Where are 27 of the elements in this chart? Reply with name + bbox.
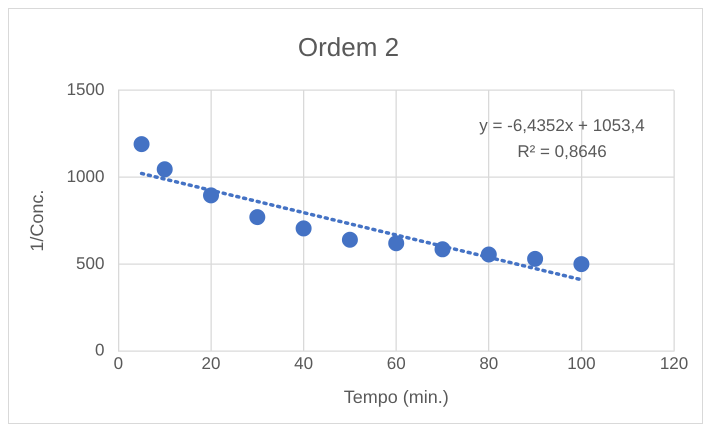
point xyxy=(134,136,150,152)
x-tick-label: 120 xyxy=(660,354,688,373)
x-axis-title: Tempo (min.) xyxy=(344,387,449,408)
point xyxy=(203,187,220,204)
point xyxy=(388,235,404,252)
x-tick-label: 80 xyxy=(479,354,498,373)
point xyxy=(527,250,544,267)
point xyxy=(249,209,266,226)
y-axis-title: 1/Conc. xyxy=(26,190,47,252)
chart-title: Ordem 2 xyxy=(298,32,400,62)
point xyxy=(156,161,173,178)
x-tick-label: 0 xyxy=(114,354,124,373)
y-tick-label: 1500 xyxy=(66,80,104,99)
y-tick-label: 1000 xyxy=(66,166,104,186)
point xyxy=(434,241,451,258)
x-tick-label: 40 xyxy=(294,354,314,373)
point xyxy=(480,246,497,263)
x-tick-label: 20 xyxy=(202,354,220,373)
annotation: R² = 0,8646 xyxy=(517,142,607,161)
point xyxy=(342,232,358,248)
y-tick-label: 500 xyxy=(76,254,104,273)
x-tick-label: 100 xyxy=(567,354,596,373)
y-tick-label: 0 xyxy=(94,340,104,360)
annotation: y = -6,4352x + 1053,4 xyxy=(479,116,645,135)
point xyxy=(296,220,312,236)
point xyxy=(573,256,590,272)
x-tick-label: 60 xyxy=(386,354,406,373)
